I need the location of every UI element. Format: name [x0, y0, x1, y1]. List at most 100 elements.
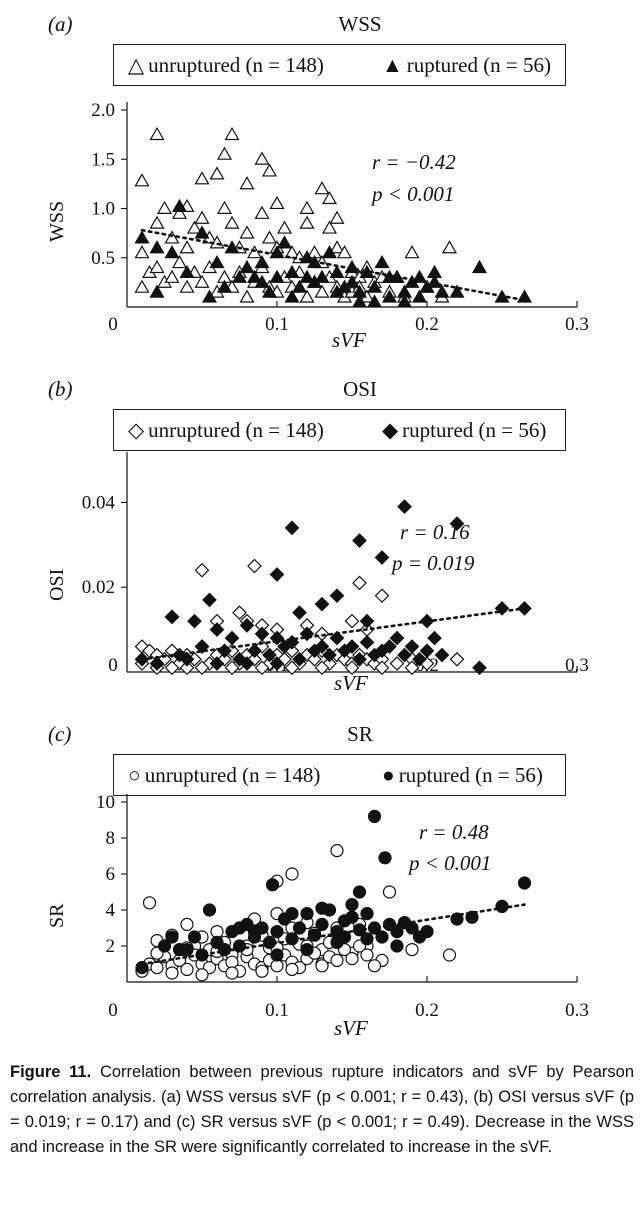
data-point — [396, 294, 413, 308]
data-point — [261, 230, 278, 244]
data-point — [292, 605, 307, 620]
data-point — [217, 943, 232, 957]
data-point — [434, 284, 450, 298]
data-point — [352, 533, 367, 548]
data-point — [142, 896, 157, 910]
data-point — [352, 651, 367, 667]
data-point — [471, 259, 488, 274]
data-point — [337, 643, 352, 659]
x-tick-label: 0 — [108, 314, 118, 335]
data-point — [231, 269, 248, 283]
y-tick-label: 2.0 — [91, 100, 115, 121]
data-point — [194, 562, 210, 578]
data-point — [352, 575, 367, 591]
x-tick-label: 0 — [108, 1000, 118, 1021]
data-point — [134, 279, 150, 293]
data-point — [216, 200, 233, 214]
data-point — [360, 907, 374, 921]
data-point — [201, 289, 218, 303]
data-point — [360, 932, 374, 946]
data-point — [382, 639, 397, 654]
data-point — [285, 907, 299, 921]
chart-svg-a: 0.5 1.0 1.5 2.0 0 0.1 0.2 0.3 — [91, 100, 589, 335]
y-tick-label: 0.5 — [91, 248, 115, 269]
x-tick-label: 0.1 — [265, 1000, 289, 1021]
data-point — [195, 968, 209, 982]
legend-item-unruptured: ◇ unruptured (n = 148) — [128, 418, 324, 443]
data-point — [134, 173, 150, 187]
data-point — [284, 264, 300, 278]
legend-item-ruptured: ▲ ruptured (n = 56) — [382, 53, 551, 78]
data-point — [194, 660, 210, 676]
data-point — [315, 901, 329, 915]
data-point — [321, 220, 338, 234]
data-point — [247, 643, 262, 659]
chart-title: OSI — [343, 377, 377, 401]
data-point — [284, 245, 300, 259]
data-point — [156, 200, 173, 214]
data-point — [351, 294, 368, 308]
data-point — [224, 660, 240, 676]
data-point — [232, 921, 247, 935]
data-point — [330, 844, 344, 858]
data-point — [404, 660, 420, 676]
data-point — [345, 952, 359, 966]
data-point — [441, 240, 458, 254]
data-point — [472, 660, 487, 676]
data-point — [171, 198, 188, 213]
panel-label: (b) — [48, 377, 73, 401]
data-point — [164, 269, 180, 283]
data-point — [209, 166, 225, 180]
data-point — [254, 626, 270, 642]
data-point — [164, 609, 180, 625]
data-point — [172, 943, 187, 957]
data-point — [352, 885, 367, 899]
data-point — [194, 171, 210, 185]
stat-p: p < 0.001 — [409, 851, 492, 875]
data-point — [202, 903, 217, 917]
y-tick-label: 2 — [106, 936, 116, 957]
data-point — [149, 259, 165, 274]
data-point — [390, 939, 404, 953]
data-point — [360, 948, 374, 962]
data-point — [255, 964, 269, 978]
data-point — [367, 647, 382, 663]
data-point — [254, 254, 270, 269]
data-point — [179, 279, 195, 293]
data-point — [149, 126, 165, 141]
caption-text: Correlation between previous rupture ind… — [10, 1063, 634, 1156]
data-point — [276, 220, 293, 234]
data-point — [314, 181, 330, 195]
y-axis-label: SR — [46, 903, 68, 928]
data-point — [292, 651, 307, 667]
data-point — [149, 240, 165, 254]
data-point — [254, 660, 270, 676]
data-point — [239, 618, 255, 633]
data-point — [314, 596, 330, 612]
data-point — [366, 294, 383, 308]
data-point — [382, 885, 397, 899]
trend-line — [140, 607, 526, 661]
data-point — [329, 264, 345, 278]
data-point — [329, 284, 345, 298]
data-point — [165, 966, 179, 980]
data-point — [329, 240, 345, 254]
data-point — [210, 925, 224, 939]
data-point — [374, 254, 390, 269]
legend-label: unruptured (n = 148) — [148, 418, 324, 442]
data-point — [157, 939, 172, 953]
y-tick-label: 1.5 — [91, 149, 115, 170]
data-point — [321, 245, 338, 259]
data-point — [209, 656, 225, 671]
data-point — [187, 930, 202, 944]
data-point — [270, 948, 284, 962]
data-point — [194, 225, 210, 239]
panel-a: 0.5 1.0 1.5 2.0 0 0.1 0.2 0.3 (a) WSS △ unruptur… — [0, 10, 644, 355]
data-point — [307, 643, 322, 659]
panel-label: (a) — [48, 12, 73, 36]
data-point — [179, 660, 195, 676]
y-tick-label: 4 — [106, 900, 116, 921]
legend: △ unruptured (n = 148) ▲ ruptured (n = 56) — [113, 44, 566, 86]
data-point — [378, 851, 392, 865]
